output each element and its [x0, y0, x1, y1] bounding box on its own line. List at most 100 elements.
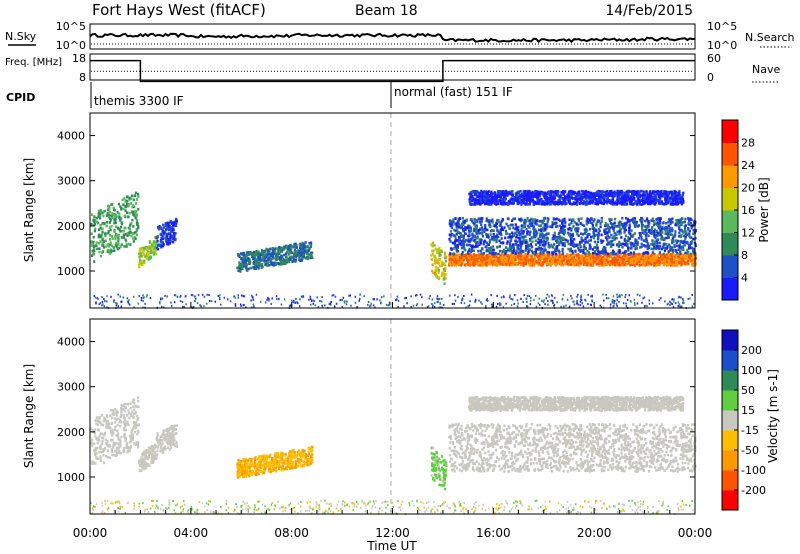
heatmap-cell: [660, 235, 663, 238]
heatmap-cell: [160, 236, 163, 240]
heatmap-cell: [451, 252, 454, 256]
heatmap-cell: [290, 246, 293, 250]
heatmap-cell: [443, 282, 446, 285]
heatmap-cell: [639, 257, 643, 261]
heatmap-cell: [600, 261, 603, 264]
heatmap-cell: [436, 261, 439, 264]
heatmap-cell: [121, 229, 124, 233]
heatmap-cell: [689, 254, 692, 258]
heatmap-cell: [169, 226, 172, 229]
heatmap-cell: [658, 231, 661, 235]
heatmap-cell: [692, 249, 695, 252]
heatmap-cell: [618, 254, 621, 258]
heatmap-cell: [571, 254, 574, 258]
heatmap-cell: [157, 226, 160, 229]
heatmap-cell: [448, 233, 451, 236]
heatmap-cell: [670, 246, 674, 250]
heatmap-cell: [556, 225, 559, 228]
heatmap-cell: [627, 239, 630, 242]
heatmap-cell: [558, 242, 561, 245]
heatmap-cell: [564, 254, 567, 258]
heatmap-cell: [263, 254, 266, 257]
heatmap-cell: [462, 220, 465, 223]
heatmap-cell: [496, 245, 499, 249]
heatmap-cell: [618, 256, 621, 260]
heatmap-cell: [668, 224, 671, 228]
heatmap-cell: [152, 243, 155, 246]
heatmap-cell: [528, 244, 531, 248]
heatmap-cell: [444, 263, 447, 267]
heatmap-cell: [300, 259, 303, 262]
heatmap-cell: [271, 249, 274, 252]
heatmap-cell: [600, 217, 603, 220]
heatmap-cell: [676, 251, 679, 255]
heatmap-cell: [113, 221, 116, 225]
heatmap-cell: [542, 229, 545, 232]
heatmap-cell: [691, 246, 694, 250]
heatmap-cell: [487, 220, 490, 223]
heatmap-cell: [450, 256, 453, 259]
heatmap-cell: [587, 218, 590, 221]
heatmap-cell: [460, 252, 464, 256]
heatmap-cell: [611, 236, 614, 240]
heatmap-cell: [558, 250, 561, 254]
heatmap-cell: [627, 262, 630, 265]
heatmap-cell: [517, 251, 520, 254]
heatmap-cell: [553, 243, 556, 246]
heatmap-cell: [658, 226, 661, 229]
heatmap-cell: [576, 256, 579, 259]
heatmap-cell: [571, 257, 574, 260]
heatmap-cell: [485, 219, 488, 223]
heatmap-cell: [480, 252, 483, 255]
heatmap-cell: [566, 253, 569, 256]
heatmap-cell: [519, 241, 522, 244]
heatmap-cell: [143, 247, 146, 250]
heatmap-cell: [627, 236, 630, 239]
heatmap-cell: [526, 231, 529, 234]
heatmap-cell: [509, 235, 512, 239]
heatmap-cell: [535, 220, 538, 223]
heatmap-cell: [97, 233, 100, 237]
heatmap-cell: [634, 225, 637, 228]
heatmap-cell: [546, 250, 549, 254]
heatmap-cell: [488, 240, 491, 244]
heatmap-cell: [172, 221, 176, 225]
heatmap-cell: [534, 221, 537, 225]
heatmap-cell: [465, 238, 468, 242]
heatmap-cell: [630, 257, 633, 261]
heatmap-cell: [437, 271, 440, 274]
heatmap-cell: [92, 240, 95, 244]
heatmap-cell: [475, 256, 478, 259]
heatmap-cell: [549, 225, 552, 228]
heatmap-cell: [462, 245, 465, 249]
heatmap-cell: [593, 240, 597, 244]
heatmap-cell: [637, 197, 640, 201]
heatmap-cell: [626, 218, 629, 221]
heatmap-cell: [544, 233, 547, 237]
heatmap-cell: [162, 244, 165, 248]
heatmap-cell: [665, 257, 668, 260]
heatmap-cell: [560, 228, 563, 232]
heatmap-cell: [505, 262, 508, 266]
heatmap-cell: [490, 260, 493, 264]
heatmap-cell: [671, 233, 674, 237]
heatmap-cell: [619, 253, 622, 256]
heatmap-cell: [530, 217, 533, 221]
heatmap-cell: [586, 261, 589, 264]
heatmap-cell: [543, 249, 546, 253]
heatmap-cell: [685, 230, 688, 233]
heatmap-cell: [467, 259, 470, 262]
heatmap-cell: [644, 234, 648, 237]
heatmap-cell: [553, 250, 556, 254]
heatmap-cell: [120, 243, 123, 246]
heatmap-cell: [629, 260, 632, 263]
heatmap-cell: [653, 242, 656, 246]
heatmap-cell: [520, 249, 523, 253]
heatmap-cell: [449, 230, 453, 233]
heatmap-cell: [252, 253, 255, 256]
heatmap-cell: [534, 251, 538, 254]
heatmap-cell: [529, 261, 532, 265]
heatmap-cell: [629, 263, 632, 267]
heatmap-cell: [169, 228, 172, 231]
heatmap-cell: [583, 232, 587, 235]
